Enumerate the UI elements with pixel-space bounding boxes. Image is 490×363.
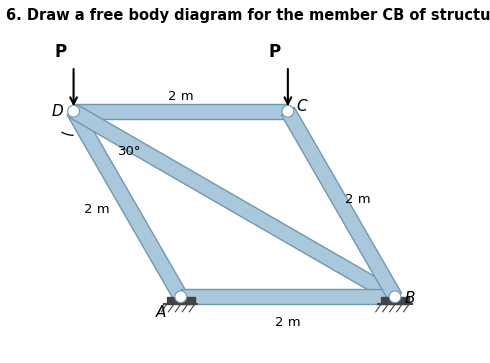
Polygon shape bbox=[70, 105, 399, 303]
Text: 2 m: 2 m bbox=[344, 192, 370, 205]
Circle shape bbox=[68, 105, 79, 117]
Polygon shape bbox=[181, 289, 395, 304]
Text: D: D bbox=[51, 104, 63, 119]
Text: 6. Draw a free body diagram for the member CB of structure shown below.: 6. Draw a free body diagram for the memb… bbox=[6, 8, 490, 23]
Text: C: C bbox=[296, 99, 307, 114]
Polygon shape bbox=[167, 297, 195, 304]
Text: 2 m: 2 m bbox=[168, 90, 194, 103]
Text: P: P bbox=[269, 43, 281, 61]
Text: 2 m: 2 m bbox=[84, 203, 110, 216]
Text: 2 m: 2 m bbox=[275, 316, 301, 329]
Text: A: A bbox=[156, 305, 167, 320]
Text: 30°: 30° bbox=[118, 146, 141, 158]
Text: B: B bbox=[405, 291, 415, 306]
Polygon shape bbox=[281, 107, 401, 301]
Circle shape bbox=[175, 291, 187, 303]
Polygon shape bbox=[381, 297, 409, 304]
Circle shape bbox=[389, 291, 401, 303]
Polygon shape bbox=[67, 107, 187, 301]
Text: P: P bbox=[55, 43, 67, 61]
Circle shape bbox=[282, 105, 294, 117]
Polygon shape bbox=[74, 104, 288, 119]
